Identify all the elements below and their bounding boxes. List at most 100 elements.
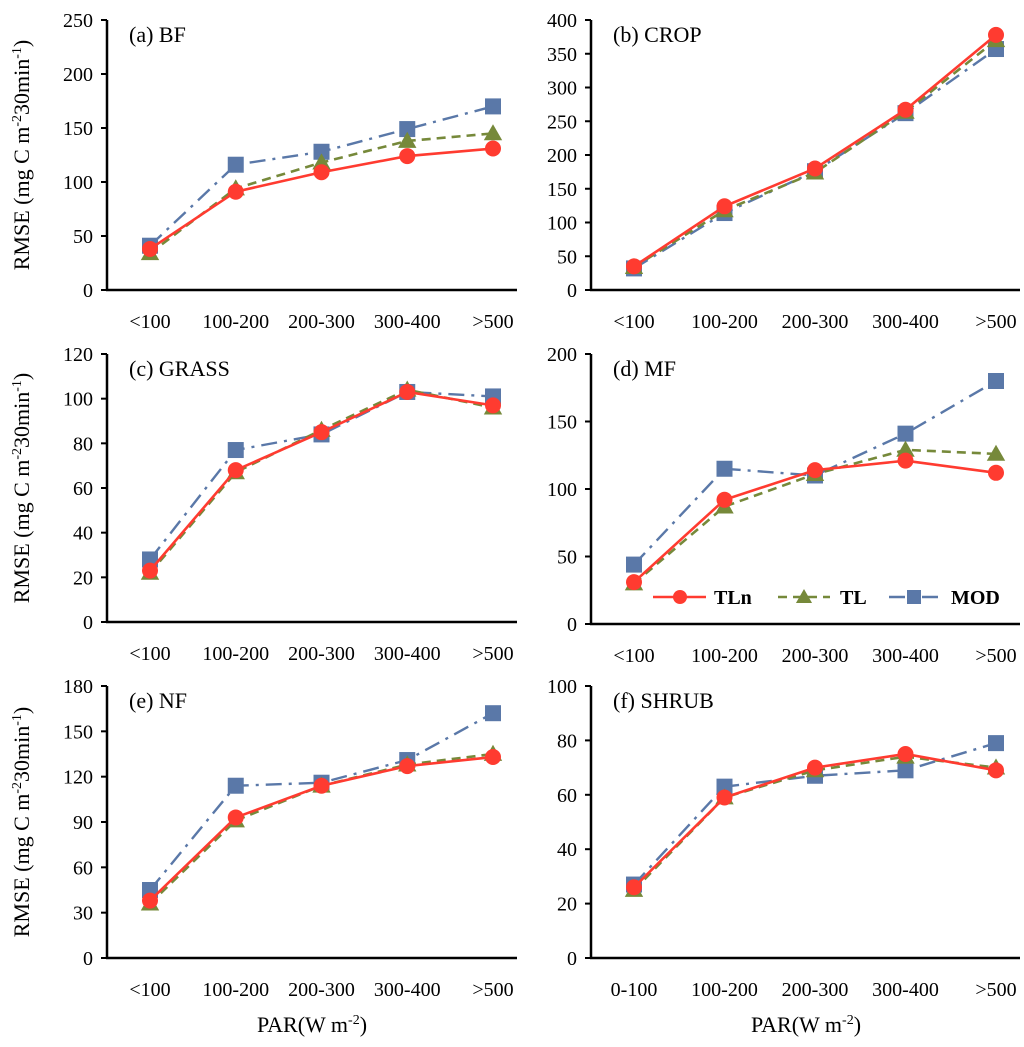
data-point-tln (313, 424, 330, 441)
panel-title: (b) CROP (613, 22, 702, 47)
x-tick-label: 200-300 (288, 979, 355, 1001)
x-tick-label: 100-200 (202, 979, 269, 1001)
y-tick-label: 150 (63, 118, 93, 140)
y-axis-title-part: RMSE (mg C m (9, 794, 34, 938)
superscript: -2 (10, 782, 25, 794)
y-axis-title-part: ) (9, 707, 34, 714)
data-point-tln (142, 562, 158, 579)
x-tick-label: >500 (975, 311, 1016, 333)
x-tick-label: >500 (472, 979, 513, 1001)
panel-title: (a) BF (129, 22, 186, 47)
data-point-tln (399, 148, 416, 165)
y-tick-label: 150 (547, 412, 577, 434)
y-tick-label: 350 (547, 44, 577, 66)
panel-d: 0 50 100 150 200 <100 100-200 200-300 300-400 >50… (547, 344, 1020, 667)
y-tick-label: 200 (547, 145, 577, 167)
legend-label: TLn (714, 587, 752, 609)
y-axis-title-part: RMSE (mg C m (9, 460, 34, 604)
data-point-tln (227, 809, 244, 826)
x-tick-label: 200-300 (288, 311, 355, 333)
x-tick-label: 300-400 (374, 311, 441, 333)
y-axis-title-part: ) (9, 40, 34, 47)
data-point-tl (896, 440, 915, 457)
x-tick-label: 0-100 (611, 979, 658, 1001)
data-point-tln (142, 892, 158, 909)
data-point-tln (227, 462, 244, 479)
superscript: -1 (10, 380, 25, 392)
data-point-tln (227, 183, 244, 200)
y-tick-label: 60 (73, 857, 93, 879)
y-axis-title-part: 30min (9, 726, 34, 782)
x-tick-label: 100-200 (691, 645, 758, 667)
panel-title: (d) MF (613, 356, 676, 381)
data-point-tln (988, 762, 1004, 779)
y-axis-title-part: RMSE (mg C m (9, 127, 34, 271)
data-point-tln (716, 789, 733, 806)
x-tick-label: <100 (613, 311, 654, 333)
data-point-tln (897, 746, 914, 762)
legend-marker-square (907, 590, 921, 604)
y-tick-label: 0 (567, 614, 577, 636)
x-axis-title-part: ) (360, 1012, 367, 1037)
series-mod (142, 705, 501, 898)
series-line-mod (149, 390, 494, 561)
panel-c: 0 20 40 60 80 100 120 <100 100-200 200-300 300-400… (63, 344, 517, 665)
y-tick-label: 150 (547, 179, 577, 201)
y-tick-label: 40 (73, 523, 93, 545)
data-point-tln (988, 26, 1004, 43)
data-point-tln (807, 462, 823, 479)
y-axis-title: RMSE (mg C m-230min-1) (9, 707, 34, 938)
y-tick-label: 50 (73, 226, 93, 248)
y-tick-label: 80 (73, 433, 93, 455)
data-point-mod (227, 156, 244, 173)
y-axis-title: RMSE (mg C m-230min-1) (9, 373, 34, 604)
x-axis-title: PAR(W m-2) (751, 1012, 861, 1037)
series-tl (140, 744, 503, 911)
x-tick-label: <100 (129, 979, 170, 1001)
data-point-mod (227, 442, 244, 459)
y-tick-label: 300 (547, 78, 577, 100)
data-point-mod (227, 777, 244, 794)
y-tick-label: 0 (83, 612, 93, 634)
legend-item-tln: TLn (653, 587, 752, 609)
x-axis-title-part: PAR(W m (751, 1012, 842, 1037)
y-tick-label: 0 (83, 280, 93, 302)
legend-item-mod: MOD (889, 587, 1000, 609)
y-tick-label: 90 (73, 812, 93, 834)
series-line-mod (149, 712, 494, 891)
y-axis-title: RMSE (mg C m-230min-1) (9, 40, 34, 271)
y-tick-label: 400 (547, 10, 577, 32)
data-point-tln (988, 464, 1004, 481)
series-line-tl (633, 39, 997, 269)
x-tick-label: 200-300 (782, 311, 849, 333)
data-point-tln (142, 240, 158, 257)
x-tick-label: >500 (975, 979, 1016, 1001)
data-point-tl (986, 444, 1006, 461)
series-line-tln (149, 390, 494, 572)
data-point-tln (399, 383, 416, 400)
superscript: -2 (10, 115, 25, 127)
y-tick-label: 0 (567, 948, 577, 970)
y-tick-label: 80 (557, 730, 577, 752)
superscript: -2 (10, 448, 25, 460)
y-axis-title-part: 30min (9, 59, 34, 115)
y-tick-label: 100 (547, 676, 577, 698)
y-tick-label: 0 (83, 948, 93, 970)
x-tick-label: 300-400 (374, 643, 441, 665)
x-tick-label: 300-400 (872, 311, 939, 333)
y-tick-label: 100 (63, 172, 93, 194)
y-axis-title-part: ) (9, 373, 34, 380)
panel-title: (f) SHRUB (613, 688, 714, 713)
x-tick-label: 100-200 (691, 311, 758, 333)
series-tln (626, 26, 1004, 275)
x-axis-title-part: ) (854, 1012, 861, 1037)
superscript: -1 (10, 714, 25, 726)
data-point-tln (897, 101, 914, 118)
y-tick-label: 20 (557, 894, 577, 916)
y-tick-label: 50 (557, 246, 577, 268)
legend-item-tl: TL (778, 587, 867, 609)
series-mod (626, 735, 1004, 893)
data-point-tln (399, 758, 416, 775)
data-point-tln (485, 140, 501, 157)
legend-label: TL (840, 587, 867, 609)
